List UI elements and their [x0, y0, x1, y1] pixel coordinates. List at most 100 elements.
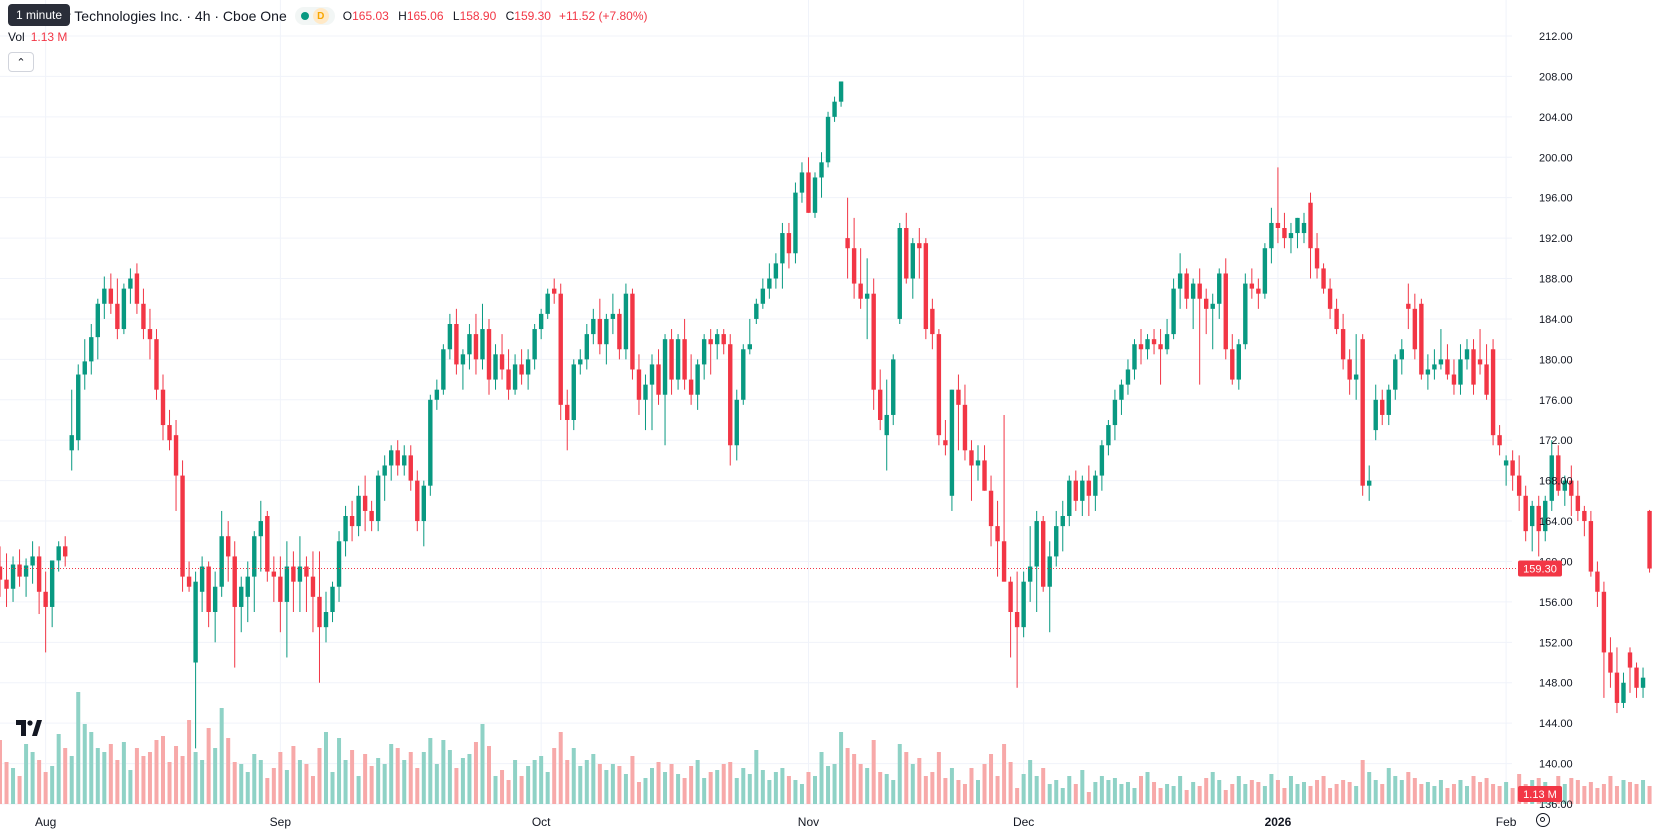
- volume-bar: [200, 760, 205, 804]
- candle: [1608, 637, 1613, 688]
- candle-body: [0, 566, 3, 580]
- volume-bar: [11, 768, 16, 804]
- chevron-up-icon: ⌃: [16, 56, 26, 69]
- candle: [1523, 485, 1528, 542]
- candle: [956, 374, 961, 451]
- market-status[interactable]: D: [294, 7, 335, 25]
- volume-bar: [1588, 782, 1593, 804]
- candle: [825, 111, 831, 168]
- candle: [1458, 344, 1463, 395]
- candle: [1243, 273, 1248, 350]
- volume-bar: [1595, 788, 1600, 804]
- candle: [402, 445, 407, 476]
- candle-body: [1484, 364, 1489, 395]
- candle-body: [636, 369, 642, 400]
- volume-bar: [310, 776, 315, 804]
- candle: [1497, 425, 1502, 456]
- candle: [1484, 344, 1489, 400]
- candle: [1327, 278, 1333, 319]
- volume-bar: [245, 772, 250, 804]
- candle: [786, 222, 792, 269]
- volume-bar: [865, 768, 870, 804]
- volume-bar: [1406, 772, 1411, 804]
- candle: [271, 556, 277, 602]
- volume-bar: [1249, 780, 1254, 804]
- collapse-legend-button[interactable]: ⌃: [8, 52, 34, 72]
- candle-body: [499, 354, 505, 370]
- candle: [936, 329, 942, 446]
- candle-body: [1164, 334, 1170, 350]
- volume-bar: [1106, 780, 1111, 804]
- candle: [4, 553, 9, 607]
- volume-bar: [1425, 782, 1430, 804]
- volume-bar: [1015, 788, 1020, 804]
- candle-body: [23, 565, 29, 577]
- volume-bar: [1112, 778, 1117, 804]
- candle-body: [806, 172, 811, 213]
- volume-legend[interactable]: Vol 1.13 M: [8, 30, 67, 44]
- volume-bar: [389, 744, 394, 804]
- symbol-title[interactable]: r Technologies Inc. · 4h · Cboe One: [66, 8, 287, 24]
- candle-body: [552, 288, 557, 294]
- candle-body: [1321, 268, 1326, 289]
- candle: [1425, 354, 1431, 390]
- candle-body: [206, 566, 211, 612]
- settings-gear-icon[interactable]: [1536, 813, 1550, 827]
- time-axis[interactable]: Aug Sep Oct Nov Dec 2026 Feb: [35, 815, 1517, 829]
- candle: [1262, 243, 1268, 299]
- volume-value: 1.13 M: [30, 30, 68, 44]
- candle-body: [851, 248, 857, 284]
- candle: [754, 298, 759, 324]
- candle: [682, 318, 687, 390]
- candle-body: [884, 414, 889, 436]
- volume-bar: [115, 760, 120, 804]
- candle-body: [1014, 612, 1020, 628]
- price-axis[interactable]: 212.00 208.00 204.00 200.00 196.00 192.00 188.…: [1539, 31, 1573, 811]
- candle-body: [649, 364, 655, 385]
- candle-body: [108, 288, 114, 304]
- candle: [1177, 253, 1183, 309]
- candle-body: [199, 566, 205, 592]
- candle: [1282, 212, 1287, 249]
- candle: [1217, 268, 1222, 319]
- candle: [1464, 339, 1470, 370]
- candle-body: [728, 344, 733, 446]
- volume-bar: [1119, 784, 1124, 804]
- candle-body: [936, 334, 942, 436]
- volume-bar: [930, 772, 935, 804]
- candle: [662, 334, 668, 446]
- volume-bar: [1204, 778, 1209, 804]
- candle-body: [512, 364, 518, 390]
- volume-bar: [0, 740, 2, 804]
- candle-body: [1308, 202, 1313, 249]
- volume-bar: [265, 778, 270, 804]
- volume-bar: [95, 748, 100, 804]
- candle-body: [4, 579, 9, 589]
- candle: [1308, 192, 1313, 279]
- candle: [17, 549, 22, 587]
- candle: [649, 354, 655, 431]
- volume-bar: [650, 768, 654, 804]
- volume-bar: [962, 784, 967, 804]
- candle-body: [167, 425, 172, 441]
- tradingview-logo-icon[interactable]: [14, 716, 44, 740]
- volume-bar: [428, 738, 433, 804]
- candle: [434, 379, 440, 410]
- candle-body: [975, 460, 981, 466]
- volume-bar: [1067, 776, 1072, 804]
- volume-bar: [1034, 776, 1039, 804]
- candle: [721, 329, 726, 355]
- volume-bar: [252, 754, 257, 804]
- candle: [1190, 278, 1196, 330]
- volume-bar: [317, 748, 322, 804]
- candle-body: [271, 571, 277, 577]
- candle: [49, 560, 55, 628]
- candle: [1269, 207, 1274, 264]
- volume-bar: [897, 744, 902, 804]
- candle-body: [630, 293, 635, 370]
- candle-body: [1021, 581, 1026, 628]
- volume-bars: [0, 692, 1652, 804]
- volume-bar: [1386, 768, 1391, 804]
- candle-body: [1582, 510, 1587, 522]
